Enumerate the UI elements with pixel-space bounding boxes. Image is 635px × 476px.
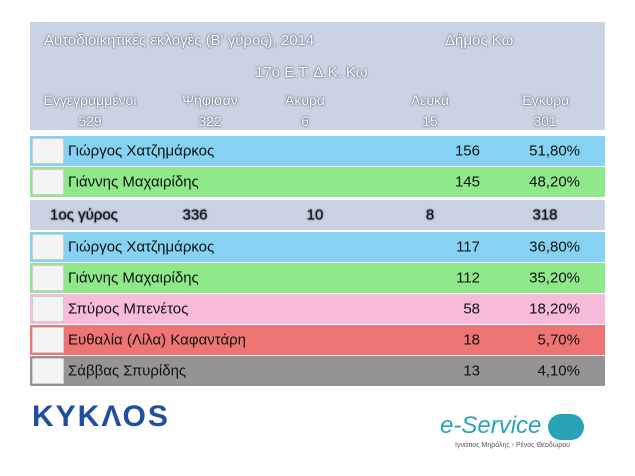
- candidate-row: Σπύρος Μπενέτος 58 18,20%: [30, 294, 605, 324]
- candidate-logo: [32, 138, 64, 164]
- stat-value: 6: [301, 113, 309, 129]
- candidate-name: Γιώργος Χατζημάρκος: [68, 238, 215, 256]
- candidate-name: Σάββας Σπυρίδης: [68, 362, 187, 380]
- municipality: Δήμος Κω: [445, 32, 514, 49]
- candidate-row: Γιάννης Μαχαιρίδης 112 35,20%: [30, 263, 605, 293]
- stat-label: Ψήφισαν: [182, 92, 238, 108]
- stat-label: Έγκυρα: [520, 92, 570, 108]
- round1-row: 1ος γύρος 336 10 8 318: [30, 200, 605, 230]
- right-logo: e-Service: [440, 412, 542, 439]
- candidate-votes: 13: [463, 362, 480, 380]
- candidate-percent: 48,20%: [529, 173, 580, 191]
- round1-value: 8: [425, 206, 435, 224]
- candidate-logo: [32, 327, 64, 353]
- candidate-percent: 35,20%: [529, 269, 580, 287]
- candidate-name: Ευθαλία (Λίλα) Καφαντάρη: [68, 331, 247, 349]
- round1-value: 10: [306, 206, 324, 224]
- stat-label: Εγγεγραμμένοι: [43, 92, 137, 108]
- candidate-percent: 36,80%: [529, 238, 580, 256]
- candidate-votes: 156: [454, 142, 480, 160]
- title: Αυτοδιοικητικές εκλογές (Β' γύρος), 2014: [44, 32, 315, 49]
- candidate-name: Γιάννης Μαχαιρίδης: [68, 269, 199, 287]
- right-caption: Ιγνάτιος Μηρόλης - Ρένος Θεοδώρου: [455, 442, 571, 449]
- round1-value: 336: [182, 206, 208, 224]
- candidate-percent: 5,70%: [537, 331, 580, 349]
- candidate-row: Γιώργος Χατζημάρκος 117 36,80%: [30, 232, 605, 262]
- stat-value: 529: [78, 113, 102, 129]
- stat-label: Λευκά: [410, 92, 450, 108]
- candidate-votes: 58: [463, 300, 480, 318]
- candidate-votes: 117: [456, 238, 480, 256]
- candidate-logo: [32, 358, 64, 384]
- candidate-percent: 4,10%: [537, 362, 580, 380]
- candidate-votes: 112: [456, 269, 480, 287]
- at-badge: [548, 414, 584, 440]
- stat-label: Άκυρα: [284, 92, 326, 108]
- round1-label: 1ος γύρος: [50, 206, 118, 224]
- candidate-row: Γιώργος Χατζημάρκος 156 51,80%: [30, 136, 605, 166]
- candidate-name: Σπύρος Μπενέτος: [68, 300, 189, 318]
- left-logo: ΚΥΚΛΟS: [32, 400, 170, 433]
- candidate-logo: [32, 169, 64, 195]
- header-panel: [30, 22, 605, 130]
- candidate-votes: 145: [454, 173, 480, 191]
- candidate-row: Σάββας Σπυρίδης 13 4,10%: [30, 356, 605, 386]
- stat-value: 301: [533, 113, 557, 129]
- candidate-name: Γιώργος Χατζημάρκος: [68, 142, 215, 160]
- candidate-row: Ευθαλία (Λίλα) Καφαντάρη 18 5,70%: [30, 325, 605, 355]
- candidate-logo: [32, 265, 64, 291]
- candidate-percent: 18,20%: [529, 300, 580, 318]
- candidate-logo: [32, 296, 64, 322]
- stat-value: 15: [422, 113, 438, 129]
- candidate-percent: 51,80%: [529, 142, 580, 160]
- candidate-logo: [32, 234, 64, 260]
- candidate-votes: 18: [463, 331, 480, 349]
- candidate-row: Γιάννης Μαχαιρίδης 145 48,20%: [30, 167, 605, 197]
- stat-value: 322: [198, 113, 222, 129]
- station: 17ο Ε.Τ. Δ.Κ. Κω: [255, 64, 368, 81]
- round1-value: 318: [532, 206, 558, 224]
- candidate-name: Γιάννης Μαχαιρίδης: [68, 173, 199, 191]
